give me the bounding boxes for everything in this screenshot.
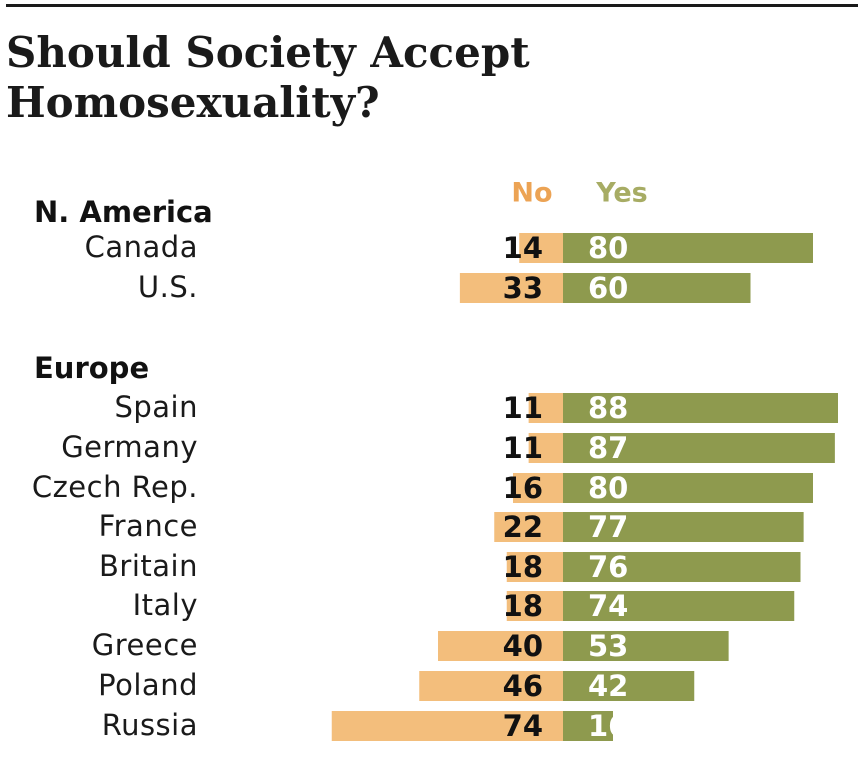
- bar-no: [528, 393, 563, 423]
- yes-value-label: 76: [588, 550, 628, 584]
- bar-yes: [563, 473, 813, 503]
- bar-no: [528, 433, 563, 463]
- no-value-label: 33: [503, 271, 543, 305]
- chart-title-line-2: Homosexuality?: [6, 78, 380, 127]
- yes-value-label: 88: [588, 391, 628, 425]
- country-label: Spain: [114, 390, 198, 424]
- no-value-label: 11: [503, 431, 543, 465]
- yes-value-label: 53: [588, 629, 628, 663]
- group-label: N. America: [34, 195, 213, 229]
- bar-no: [331, 711, 563, 741]
- yes-value-label: 77: [588, 510, 628, 544]
- bar-yes: [563, 393, 838, 423]
- yes-value-label: 60: [588, 271, 628, 305]
- yes-value-label: 80: [588, 231, 628, 265]
- bar-no: [506, 552, 563, 582]
- country-label: Poland: [98, 668, 198, 702]
- bar-no: [438, 631, 563, 661]
- bar-no: [459, 273, 563, 303]
- bar-no: [494, 512, 563, 542]
- bar-yes: [563, 433, 835, 463]
- bar-yes: [563, 631, 729, 661]
- country-label: France: [99, 509, 198, 543]
- yes-value-label: 74: [588, 589, 628, 623]
- country-label: Italy: [133, 588, 198, 622]
- bar-yes: [563, 711, 613, 741]
- yes-value-label: 87: [588, 431, 628, 465]
- chart-title-line-1: Should Society Accept: [6, 28, 530, 77]
- yes-value-label: 80: [588, 471, 628, 505]
- bar-yes: [563, 671, 695, 701]
- country-label: Germany: [61, 430, 198, 464]
- no-value-label: 22: [503, 510, 543, 544]
- country-label: Czech Rep.: [32, 470, 198, 504]
- country-label: Britain: [99, 549, 198, 583]
- bar-yes: [563, 512, 804, 542]
- bar-yes: [563, 233, 813, 263]
- country-label: Greece: [92, 628, 198, 662]
- bar-yes: [563, 591, 795, 621]
- no-value-label: 18: [503, 589, 543, 623]
- yes-value-label: 42: [588, 669, 628, 703]
- yes-value-label: 16: [588, 709, 628, 743]
- top-rule: [6, 4, 858, 7]
- legend-yes: Yes: [595, 178, 647, 209]
- no-value-label: 16: [503, 471, 543, 505]
- country-label: Russia: [102, 708, 198, 742]
- group-label: Europe: [34, 351, 149, 385]
- bar-no: [419, 671, 563, 701]
- bar-no: [506, 591, 563, 621]
- bar-no: [519, 233, 563, 263]
- chart-title: Should Society Accept Homosexuality?: [6, 28, 530, 128]
- no-value-label: 18: [503, 550, 543, 584]
- bar-yes: [563, 552, 801, 582]
- country-label: U.S.: [138, 270, 198, 304]
- country-label: Canada: [85, 230, 198, 264]
- no-value-label: 11: [503, 391, 543, 425]
- no-value-label: 46: [503, 669, 543, 703]
- no-value-label: 14: [503, 231, 543, 265]
- no-value-label: 74: [503, 709, 543, 743]
- bar-no: [513, 473, 563, 503]
- legend-no: No: [511, 178, 552, 209]
- bar-yes: [563, 273, 751, 303]
- no-value-label: 40: [503, 629, 543, 663]
